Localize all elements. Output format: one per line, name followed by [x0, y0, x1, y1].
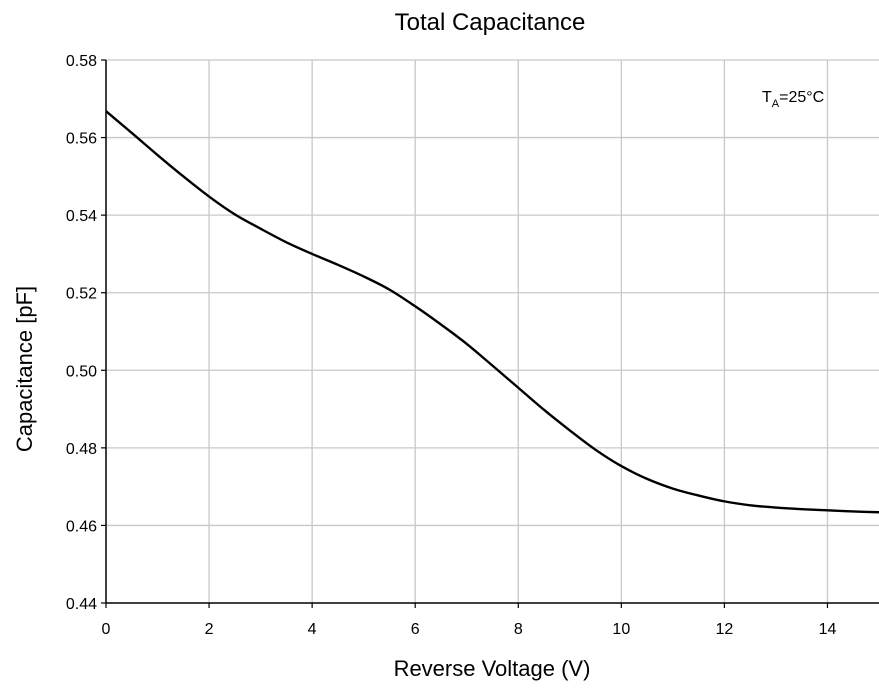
y-tick-label: 0.44	[66, 596, 97, 613]
y-tick-label: 0.46	[66, 518, 97, 535]
y-axis-label: Capacitance [pF]	[12, 286, 37, 452]
x-tick-label: 2	[205, 621, 214, 638]
temperature-annotation: TA=25°C	[762, 89, 824, 110]
x-tick-labels: 0 2 4 6 8 10 12 14	[102, 621, 837, 638]
x-tick-label: 0	[102, 621, 111, 638]
chart-title: Total Capacitance	[395, 9, 586, 36]
y-tick-labels: 0.44 0.46 0.48 0.50 0.52 0.54 0.56 0.58	[66, 53, 97, 613]
annotation-subscript: A	[772, 98, 780, 110]
y-tick-label: 0.56	[66, 131, 97, 148]
x-tick-label: 8	[514, 621, 523, 638]
x-tick-label: 4	[308, 621, 317, 638]
grid	[106, 59, 879, 603]
x-tick-label: 14	[819, 621, 837, 638]
x-tick-label: 10	[612, 621, 630, 638]
annotation-main: T	[762, 89, 772, 106]
y-tick-label: 0.52	[66, 286, 97, 303]
x-tick-label: 6	[411, 621, 420, 638]
x-tick-label: 12	[716, 621, 734, 638]
x-axis-label: Reverse Voltage (V)	[394, 656, 591, 681]
y-tick-label: 0.48	[66, 441, 97, 458]
series-line	[105, 110, 879, 514]
axes	[101, 59, 879, 608]
y-tick-label: 0.58	[66, 53, 97, 70]
y-tick-label: 0.54	[66, 208, 97, 225]
annotation-rest: =25°C	[779, 89, 824, 106]
y-tick-label: 0.50	[66, 363, 97, 380]
